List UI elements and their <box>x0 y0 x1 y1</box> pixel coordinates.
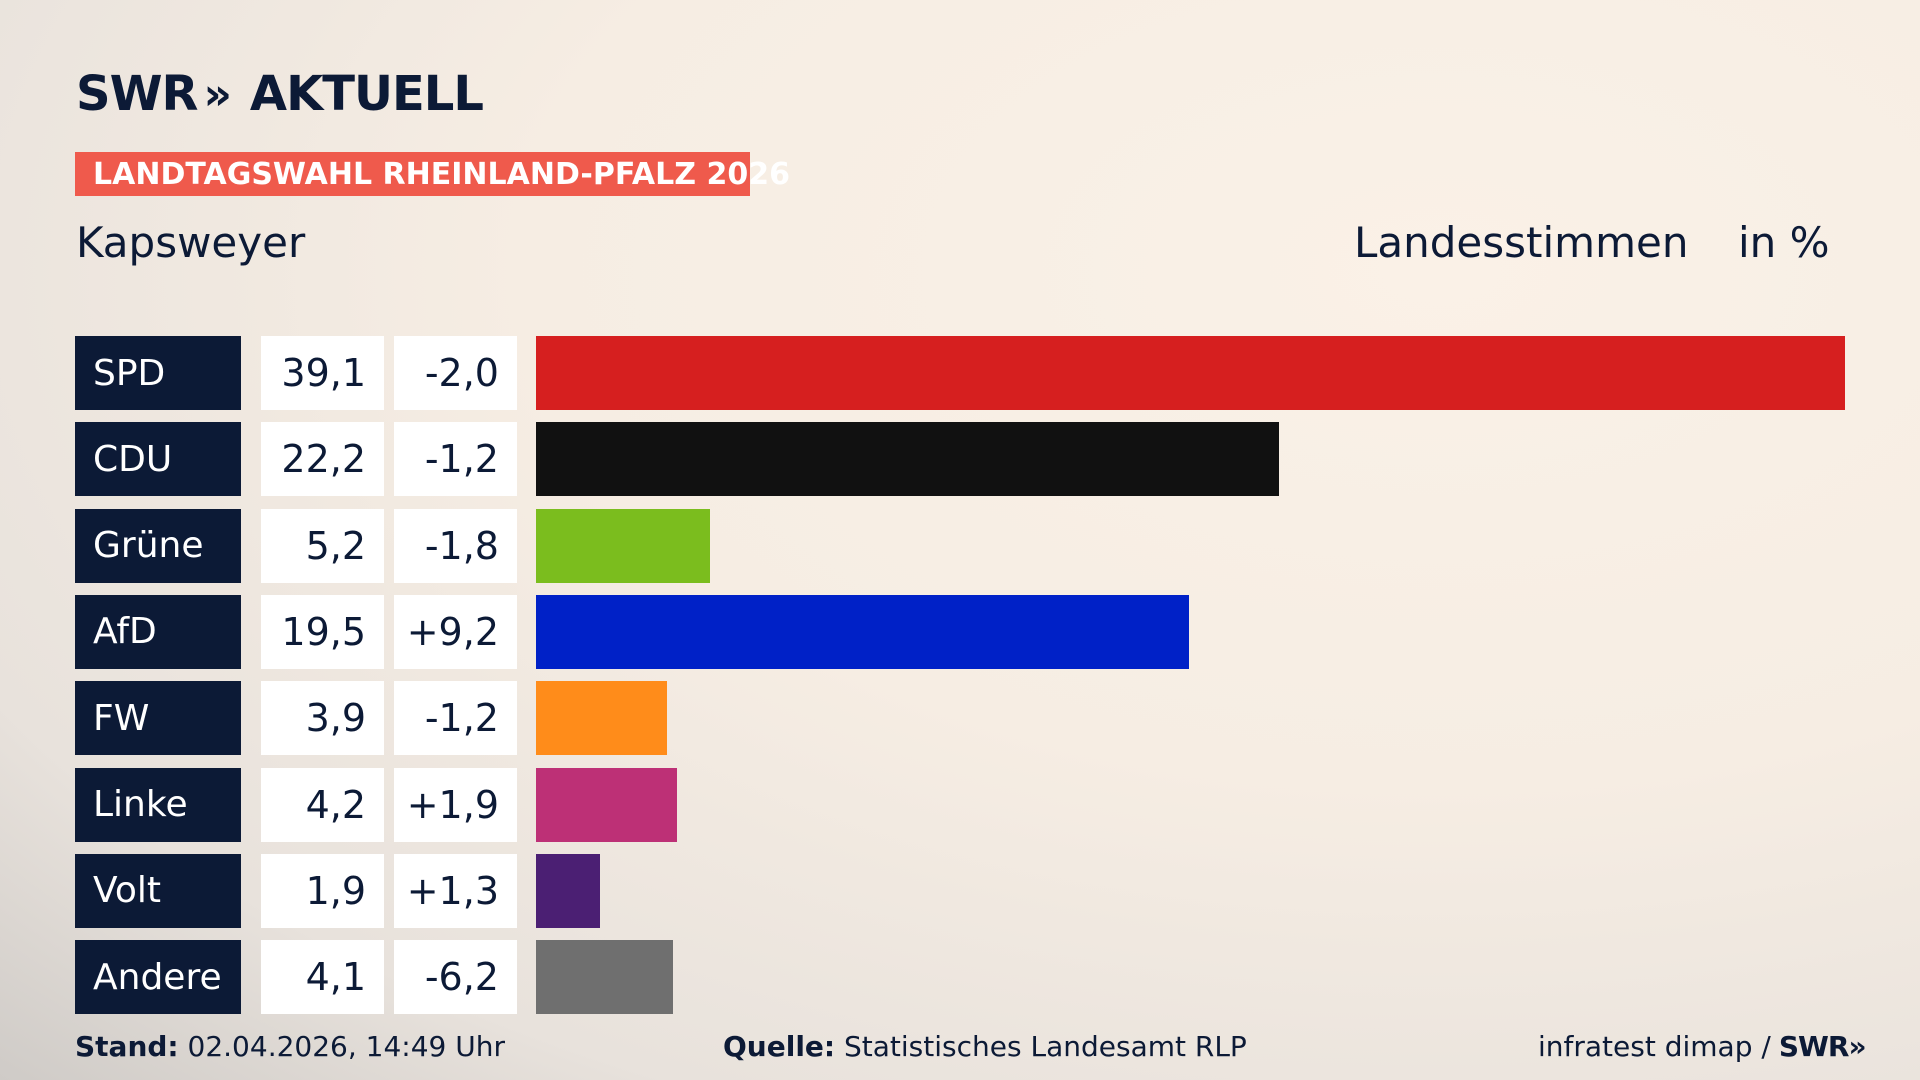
party-value: 39,1 <box>261 336 384 410</box>
party-diff: -1,2 <box>394 681 517 756</box>
party-bar <box>536 681 667 756</box>
party-diff: +9,2 <box>394 594 517 669</box>
credit-swr-logo: SWR» <box>1778 1030 1867 1063</box>
party-diff: +1,9 <box>394 767 517 842</box>
party-value: 4,1 <box>261 940 384 1015</box>
party-row: AfD 19,5 +9,2 <box>75 594 1845 669</box>
stand-value: 02.04.2026, 14:49 Uhr <box>187 1030 505 1063</box>
party-row: Linke 4,2 +1,9 <box>75 767 1845 842</box>
party-name: Grüne <box>75 508 241 583</box>
party-row: FW 3,9 -1,2 <box>75 681 1845 756</box>
brand-name: SWR <box>76 66 198 122</box>
party-name: Andere <box>75 940 241 1015</box>
credit-chevrons-icon: » <box>1848 1030 1866 1063</box>
election-badge: LANDTAGSWAHL RHEINLAND-PFALZ 2026 <box>75 152 790 196</box>
party-bar <box>536 422 1280 497</box>
party-row: Volt 1,9 +1,3 <box>75 853 1845 928</box>
party-diff: -2,0 <box>394 336 517 410</box>
party-diff: -1,2 <box>394 422 517 497</box>
party-name: SPD <box>75 336 241 410</box>
swr-aktuell-logo: SWR » AKTUELL <box>76 66 484 122</box>
party-diff: +1,3 <box>394 853 517 928</box>
party-row: SPD 39,1 -2,0 <box>75 336 1845 410</box>
party-value: 19,5 <box>261 594 384 669</box>
party-bar <box>536 853 600 928</box>
party-row: Grüne 5,2 -1,8 <box>75 508 1845 583</box>
party-bar <box>536 508 711 583</box>
party-value: 3,9 <box>261 681 384 756</box>
credit-text: infratest dimap / <box>1538 1030 1771 1063</box>
party-value: 4,2 <box>261 767 384 842</box>
party-bar <box>536 940 674 1015</box>
party-value: 22,2 <box>261 422 384 497</box>
party-bar <box>536 594 1189 669</box>
party-name: CDU <box>75 422 241 497</box>
stand-label: Stand: <box>75 1030 179 1063</box>
party-row: Andere 4,1 -6,2 <box>75 940 1845 1015</box>
source-label: Quelle: <box>723 1030 836 1063</box>
party-name: Volt <box>75 853 241 928</box>
party-value: 1,9 <box>261 853 384 928</box>
source-value: Statistisches Landesamt RLP <box>844 1030 1247 1063</box>
place-title: Kapsweyer <box>76 218 306 267</box>
brand-chevrons-icon: » <box>203 68 232 120</box>
party-value: 5,2 <box>261 508 384 583</box>
brand-product: AKTUELL <box>249 66 484 122</box>
party-name: AfD <box>75 594 241 669</box>
footer-stand: Stand: 02.04.2026, 14:49 Uhr <box>75 1030 505 1063</box>
party-bar <box>536 336 1845 410</box>
unit-label: in % <box>1738 218 1830 267</box>
credit-brand: SWR <box>1778 1030 1850 1063</box>
party-diff: -6,2 <box>394 940 517 1015</box>
party-diff: -1,8 <box>394 508 517 583</box>
vote-type-label: Landesstimmen <box>1354 218 1689 267</box>
party-name: FW <box>75 681 241 756</box>
footer-credit: infratest dimap / SWR» <box>1538 1030 1867 1063</box>
footer-source: Quelle: Statistisches Landesamt RLP <box>723 1030 1247 1063</box>
party-bar <box>536 767 677 842</box>
party-name: Linke <box>75 767 241 842</box>
party-row: CDU 22,2 -1,2 <box>75 422 1845 497</box>
